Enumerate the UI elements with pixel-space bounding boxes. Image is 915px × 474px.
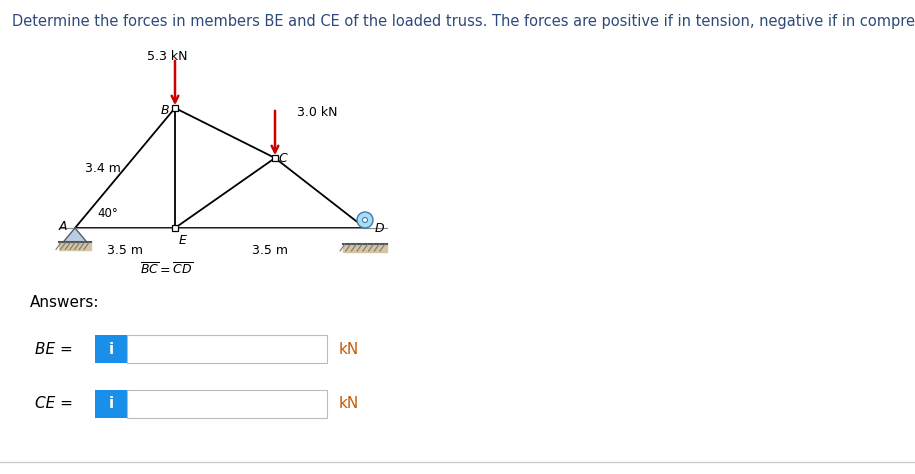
FancyBboxPatch shape <box>95 390 127 418</box>
Text: Determine the forces in members BE and CE of the loaded truss. The forces are po: Determine the forces in members BE and C… <box>12 14 915 29</box>
FancyBboxPatch shape <box>95 335 127 363</box>
Text: C: C <box>279 152 287 164</box>
Text: E: E <box>179 234 187 246</box>
Text: 5.3 kN: 5.3 kN <box>146 50 188 63</box>
Text: B: B <box>161 103 169 117</box>
Circle shape <box>362 218 368 222</box>
Text: Answers:: Answers: <box>30 295 100 310</box>
Polygon shape <box>343 244 387 252</box>
Text: $\overline{BC}=\overline{CD}$: $\overline{BC}=\overline{CD}$ <box>141 262 193 278</box>
Polygon shape <box>59 242 91 250</box>
Text: A: A <box>59 219 67 233</box>
Text: 3.5 m: 3.5 m <box>252 244 288 256</box>
FancyBboxPatch shape <box>127 390 327 418</box>
Text: i: i <box>109 396 113 411</box>
Text: CE =: CE = <box>35 396 73 411</box>
Text: 3.0 kN: 3.0 kN <box>296 106 338 119</box>
Text: D: D <box>374 221 383 235</box>
Text: i: i <box>109 341 113 356</box>
Circle shape <box>357 212 373 228</box>
Polygon shape <box>63 228 87 242</box>
Text: 3.4 m: 3.4 m <box>85 162 121 174</box>
Text: BE =: BE = <box>35 341 73 356</box>
Text: kN: kN <box>339 396 360 411</box>
Text: 40°: 40° <box>97 207 118 219</box>
FancyBboxPatch shape <box>127 335 327 363</box>
Text: kN: kN <box>339 341 360 356</box>
Text: 3.5 m: 3.5 m <box>107 244 143 256</box>
